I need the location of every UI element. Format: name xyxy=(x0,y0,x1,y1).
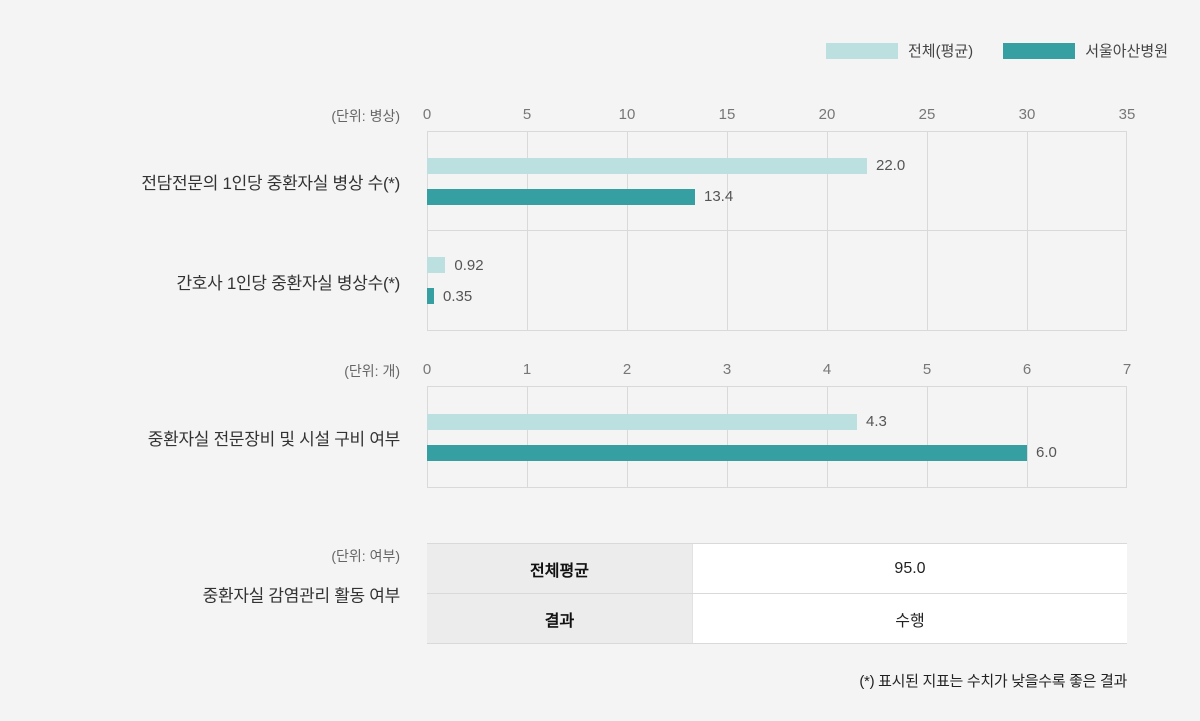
axis-tick-label: 5 xyxy=(522,106,532,123)
bar-value-label: 0.35 xyxy=(443,287,473,305)
axis-tick-label: 30 xyxy=(1018,106,1036,123)
bar-value-label: 0.92 xyxy=(454,256,484,274)
bar-line: 0.92 xyxy=(427,257,1126,274)
axis-tick-label: 0 xyxy=(422,361,432,378)
x-axis-ticks: 0 1 2 3 4 5 6 7 xyxy=(423,361,1131,381)
bar-value-label: 4.3 xyxy=(866,413,887,430)
chart-legend: 전체(평균) 서울아산병원 xyxy=(0,0,1168,61)
axis-tick-label: 2 xyxy=(622,361,632,378)
bar-chart-beds-per-staff: (단위: 병상) 0 5 10 15 20 25 30 35 전담전문의 1인당 중환자실 병… xyxy=(0,106,1200,331)
legend-swatch-average xyxy=(825,42,898,59)
axis-tick-label: 6 xyxy=(1022,361,1032,378)
axis-tick-label: 25 xyxy=(918,106,936,123)
infection-control-section: (단위: 여부) 중환자실 감염관리 활동 여부 전체평균 95.0 결과 수행 xyxy=(0,543,1200,644)
axis-tick-label: 4 xyxy=(822,361,832,378)
category-label: 중환자실 감염관리 활동 여부 xyxy=(202,586,401,605)
bar-hospital xyxy=(427,288,434,304)
table-value-result: 수행 xyxy=(693,594,1127,643)
bar-value-label: 22.0 xyxy=(876,157,906,174)
bar-hospital xyxy=(427,188,695,205)
bar-chart-equipment: (단위: 개) 0 1 2 3 4 5 6 7 중환자실 전문장비 및 시설 구비 여부 4.3… xyxy=(0,361,1200,488)
bar-line: 22.0 xyxy=(427,157,1126,174)
table-value-average: 95.0 xyxy=(693,544,1127,593)
axis-row: (단위: 개) 0 1 2 3 4 5 6 7 xyxy=(0,361,1200,381)
plot-area: 22.0 13.4 xyxy=(427,131,1127,231)
axis-tick-label: 7 xyxy=(1122,361,1132,378)
bar-average xyxy=(427,413,857,430)
table-row: 결과 수행 xyxy=(427,594,1127,644)
legend-swatch-hospital xyxy=(1003,42,1076,59)
infection-control-table: 전체평균 95.0 결과 수행 xyxy=(427,543,1127,644)
axis-tick-label: 20 xyxy=(818,106,836,123)
table-header-result: 결과 xyxy=(427,594,693,643)
axis-row: (단위: 병상) 0 5 10 15 20 25 30 35 xyxy=(0,106,1200,126)
axis-tick-label: 15 xyxy=(718,106,736,123)
legend-item-average: 전체(평균) xyxy=(825,40,974,61)
footnote: (*) 표시된 지표는 수치가 낮을수록 좋은 결과 xyxy=(859,673,1127,690)
axis-tick-label: 1 xyxy=(522,361,532,378)
unit-label: (단위: 여부) xyxy=(331,548,400,564)
category-label: 중환자실 전문장비 및 시설 구비 여부 xyxy=(147,429,401,449)
axis-tick-label: 10 xyxy=(618,106,636,123)
bar-value-label: 13.4 xyxy=(704,188,734,205)
bar-average xyxy=(427,257,446,273)
bar-line: 13.4 xyxy=(427,188,1126,205)
bar-line: 0.35 xyxy=(427,288,1126,305)
bar-value-label: 6.0 xyxy=(1036,444,1057,461)
bar-line: 4.3 xyxy=(427,413,1126,430)
chart-body: 전담전문의 1인당 중환자실 병상 수(*) 22.0 13.4 간호사 1인당 중환… xyxy=(0,131,1200,331)
chart-body: 중환자실 전문장비 및 시설 구비 여부 4.3 6.0 xyxy=(0,386,1200,488)
plot-area: 0.92 0.35 xyxy=(427,231,1127,331)
category-label: 전담전문의 1인당 중환자실 병상 수(*) xyxy=(141,173,400,193)
legend-item-hospital: 서울아산병원 xyxy=(1003,40,1168,61)
bar-line: 6.0 xyxy=(427,444,1126,461)
unit-label: (단위: 개) xyxy=(344,363,400,379)
axis-tick-label: 35 xyxy=(1118,106,1136,123)
unit-label: (단위: 병상) xyxy=(331,108,400,124)
axis-tick-label: 0 xyxy=(422,106,432,123)
axis-tick-label: 3 xyxy=(722,361,732,378)
category-label: 간호사 1인당 중환자실 병상수(*) xyxy=(176,273,400,293)
bar-hospital xyxy=(427,444,1027,461)
x-axis-ticks: 0 5 10 15 20 25 30 35 xyxy=(423,106,1136,126)
table-row: 전체평균 95.0 xyxy=(427,544,1127,594)
legend-label-hospital: 서울아산병원 xyxy=(1085,43,1168,60)
plot-area: 4.3 6.0 xyxy=(427,386,1127,488)
bar-average xyxy=(427,157,867,174)
axis-tick-label: 5 xyxy=(922,361,932,378)
legend-label-average: 전체(평균) xyxy=(907,43,974,60)
table-header-average: 전체평균 xyxy=(427,544,693,593)
